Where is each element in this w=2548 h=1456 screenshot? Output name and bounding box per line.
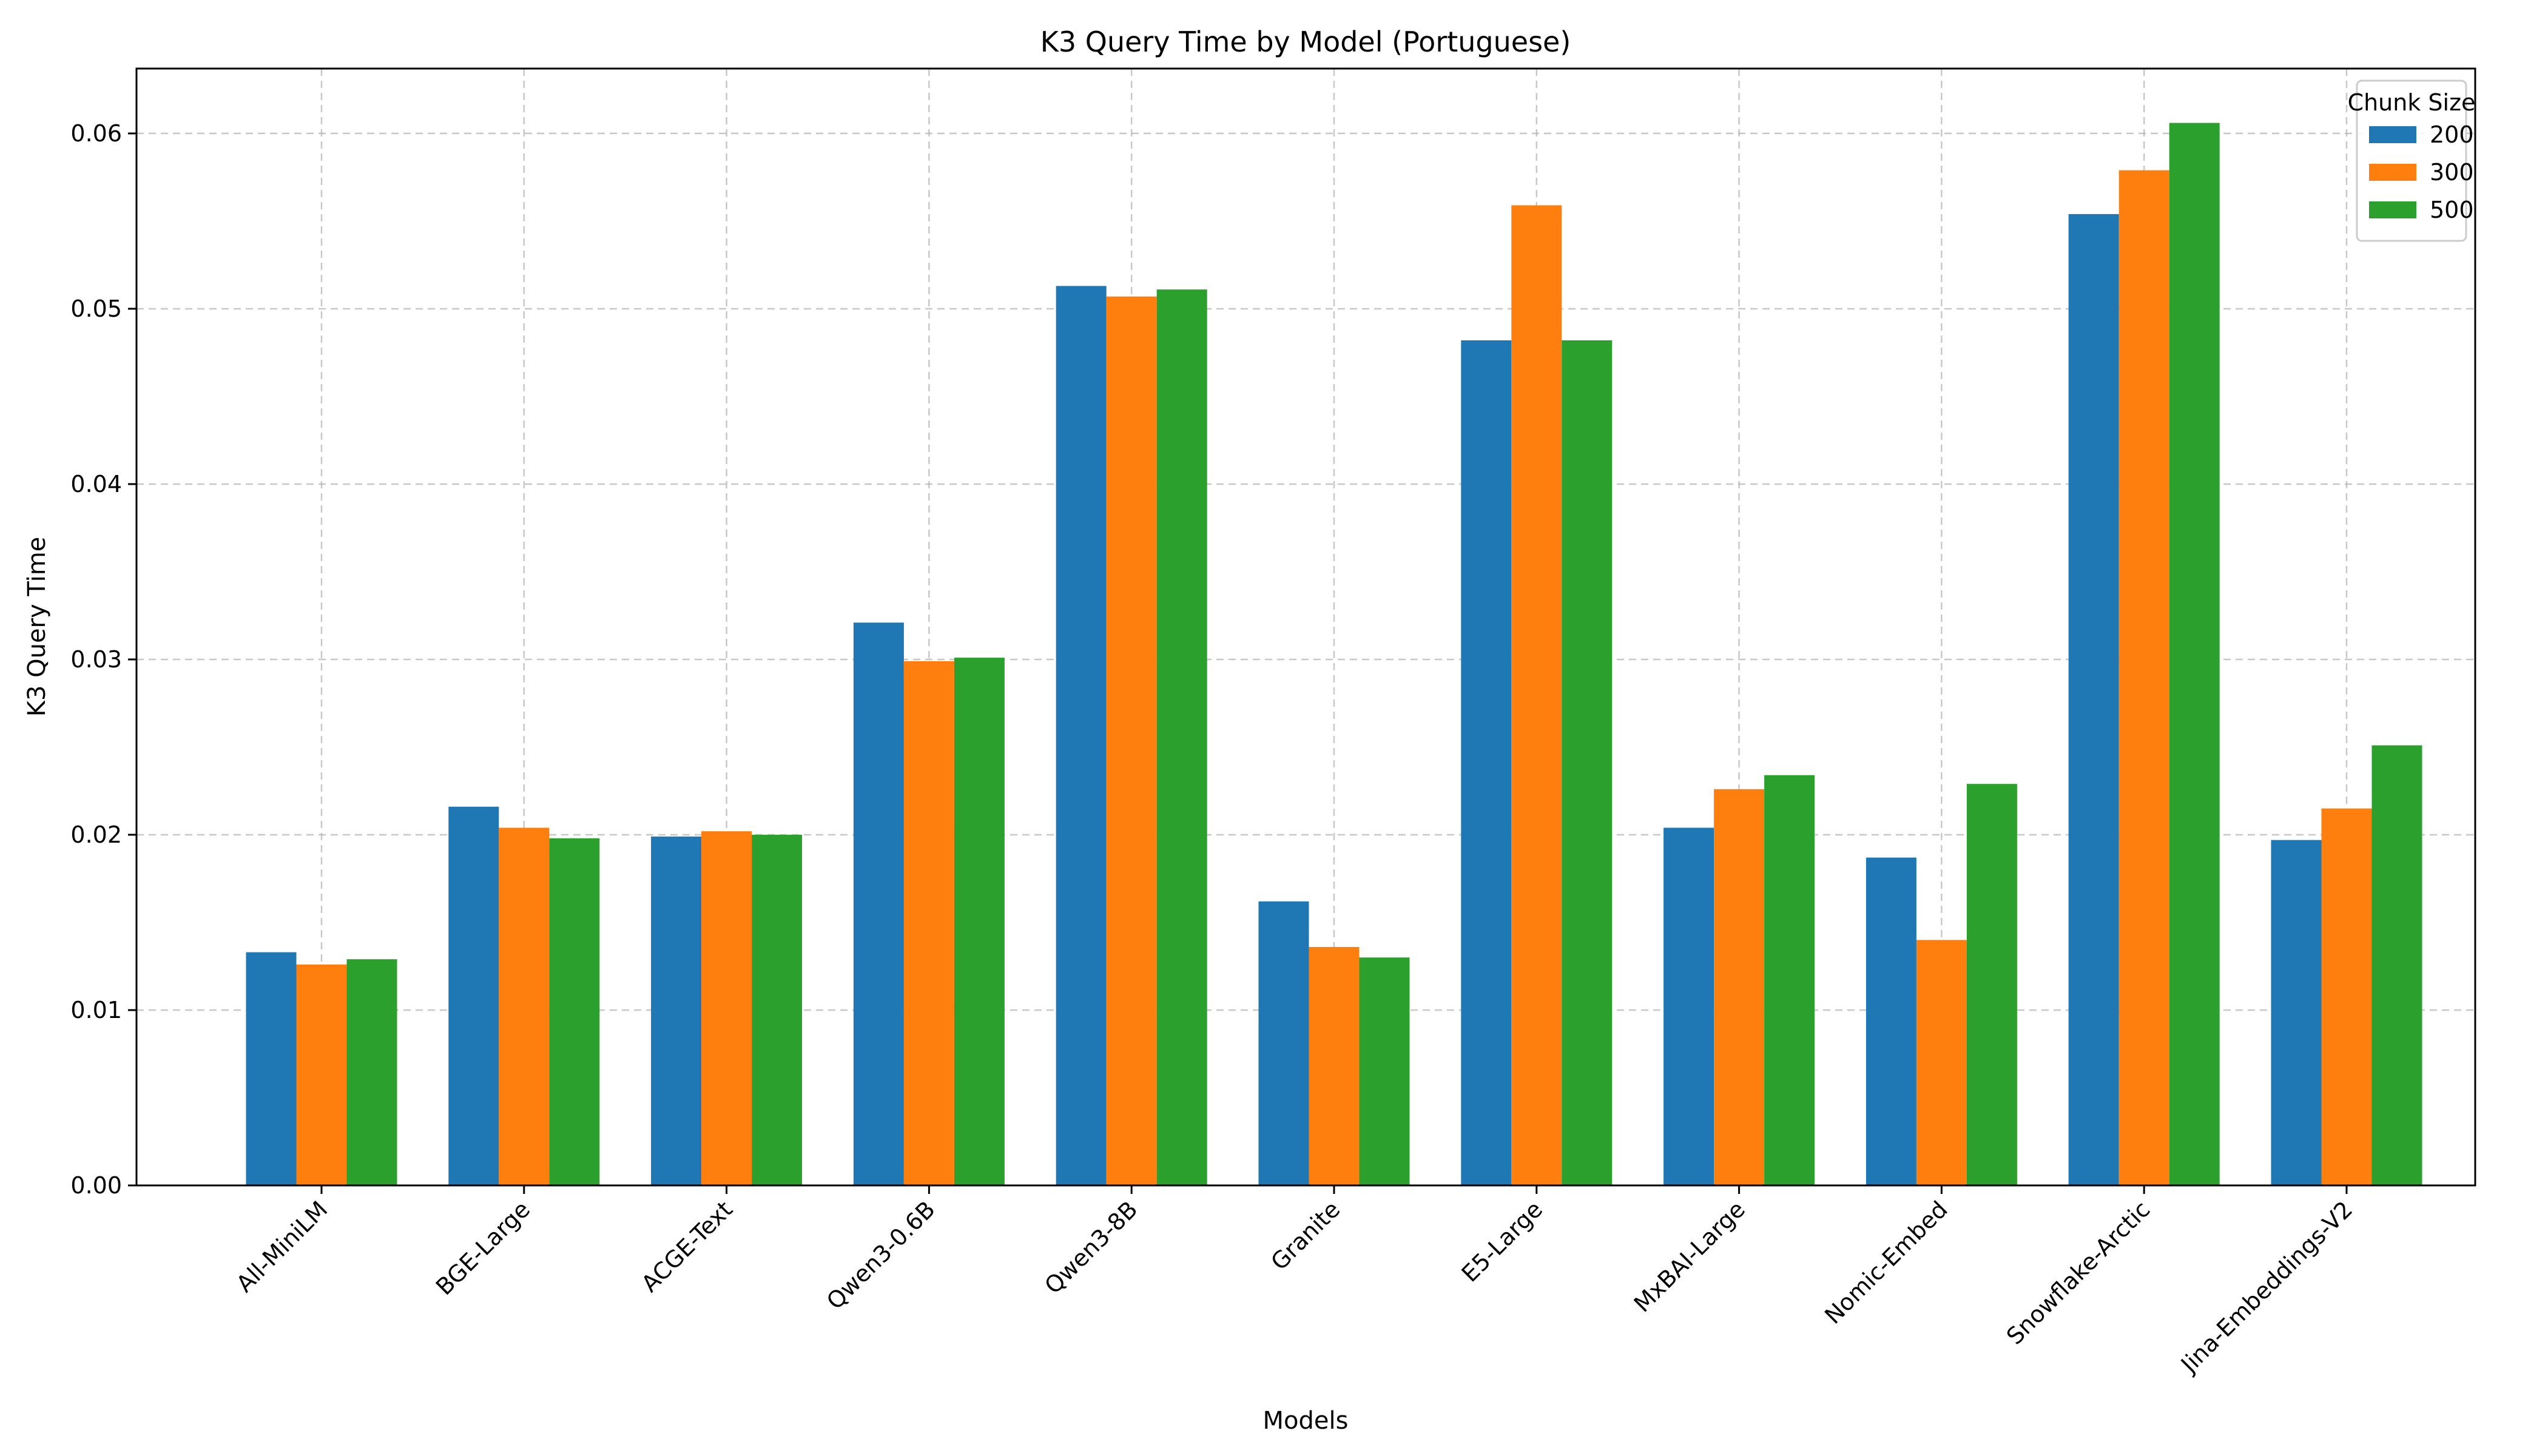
legend-label: 300: [2430, 159, 2474, 186]
bar-500-qwen3-0.6b: [954, 658, 1005, 1185]
bar-500-qwen3-8b: [1156, 289, 1207, 1186]
y-axis-label: K3 Query Time: [23, 537, 51, 717]
legend-label: 500: [2430, 197, 2474, 223]
bar-500-bge-large: [549, 838, 600, 1185]
bar-300-qwen3-8b: [1106, 296, 1157, 1185]
legend-swatch: [2369, 126, 2416, 143]
legend-swatch: [2369, 201, 2416, 218]
bar-500-snowflake-arctic: [2169, 123, 2220, 1186]
x-axis-label: Models: [1263, 1407, 1349, 1435]
legend-box: [2356, 79, 2467, 242]
plot-frame: [135, 67, 2476, 1187]
bar-200-bge-large: [448, 806, 499, 1185]
bar-500-granite: [1359, 957, 1410, 1185]
bar-500-nomic-embed: [1966, 784, 2017, 1185]
bar-200-nomic-embed: [1866, 857, 1916, 1185]
bar-300-e5-large: [1511, 205, 1562, 1185]
bar-200-qwen3-0.6b: [853, 622, 904, 1185]
bar-200-jina-embeddings-v2: [2271, 840, 2322, 1185]
y-tick-label: 0.00: [70, 1172, 122, 1199]
bar-500-acge-text: [752, 834, 803, 1185]
y-tick-label: 0.05: [70, 295, 122, 322]
y-axis: 0.00 0.01 0.02 0.03 0.04 0.05 0.06: [70, 120, 136, 1199]
bar-300-mxbai-large: [1714, 789, 1765, 1185]
bar-500-e5-large: [1562, 340, 1613, 1185]
bar-300-snowflake-arctic: [2118, 170, 2169, 1186]
bar-300-acge-text: [701, 831, 752, 1185]
bar-200-snowflake-arctic: [2068, 214, 2119, 1185]
legend-title: Chunk Size: [2348, 89, 2476, 116]
bar-500-mxbai-large: [1764, 775, 1815, 1185]
bar-300-bge-large: [499, 827, 550, 1185]
bar-300-granite: [1309, 946, 1360, 1185]
bar-300-qwen3-0.6b: [903, 661, 954, 1185]
bar-200-e5-large: [1461, 340, 1512, 1185]
bar-200-acge-text: [651, 836, 702, 1185]
legend-swatch: [2369, 164, 2416, 181]
bar-300-all-minilm: [296, 964, 347, 1185]
bar-200-granite: [1258, 901, 1309, 1185]
bar-200-mxbai-large: [1663, 827, 1714, 1185]
legend: Chunk Size 200 300 500: [2348, 79, 2476, 242]
y-tick-label: 0.04: [70, 471, 122, 497]
bars-group: [246, 123, 2422, 1186]
bar-300-jina-embeddings-v2: [2321, 808, 2372, 1185]
legend-label: 200: [2430, 121, 2474, 148]
bar-300-nomic-embed: [1916, 940, 1967, 1185]
chart-title: K3 Query Time by Model (Portuguese): [1040, 25, 1571, 58]
bar-500-all-minilm: [346, 959, 397, 1185]
y-tick-label: 0.06: [70, 120, 122, 147]
bar-200-qwen3-8b: [1056, 286, 1107, 1185]
y-tick-label: 0.01: [70, 997, 122, 1023]
bar-500-jina-embeddings-v2: [2371, 745, 2422, 1185]
y-tick-label: 0.03: [70, 646, 122, 673]
bar-200-all-minilm: [246, 952, 297, 1185]
y-tick-label: 0.02: [70, 821, 122, 848]
